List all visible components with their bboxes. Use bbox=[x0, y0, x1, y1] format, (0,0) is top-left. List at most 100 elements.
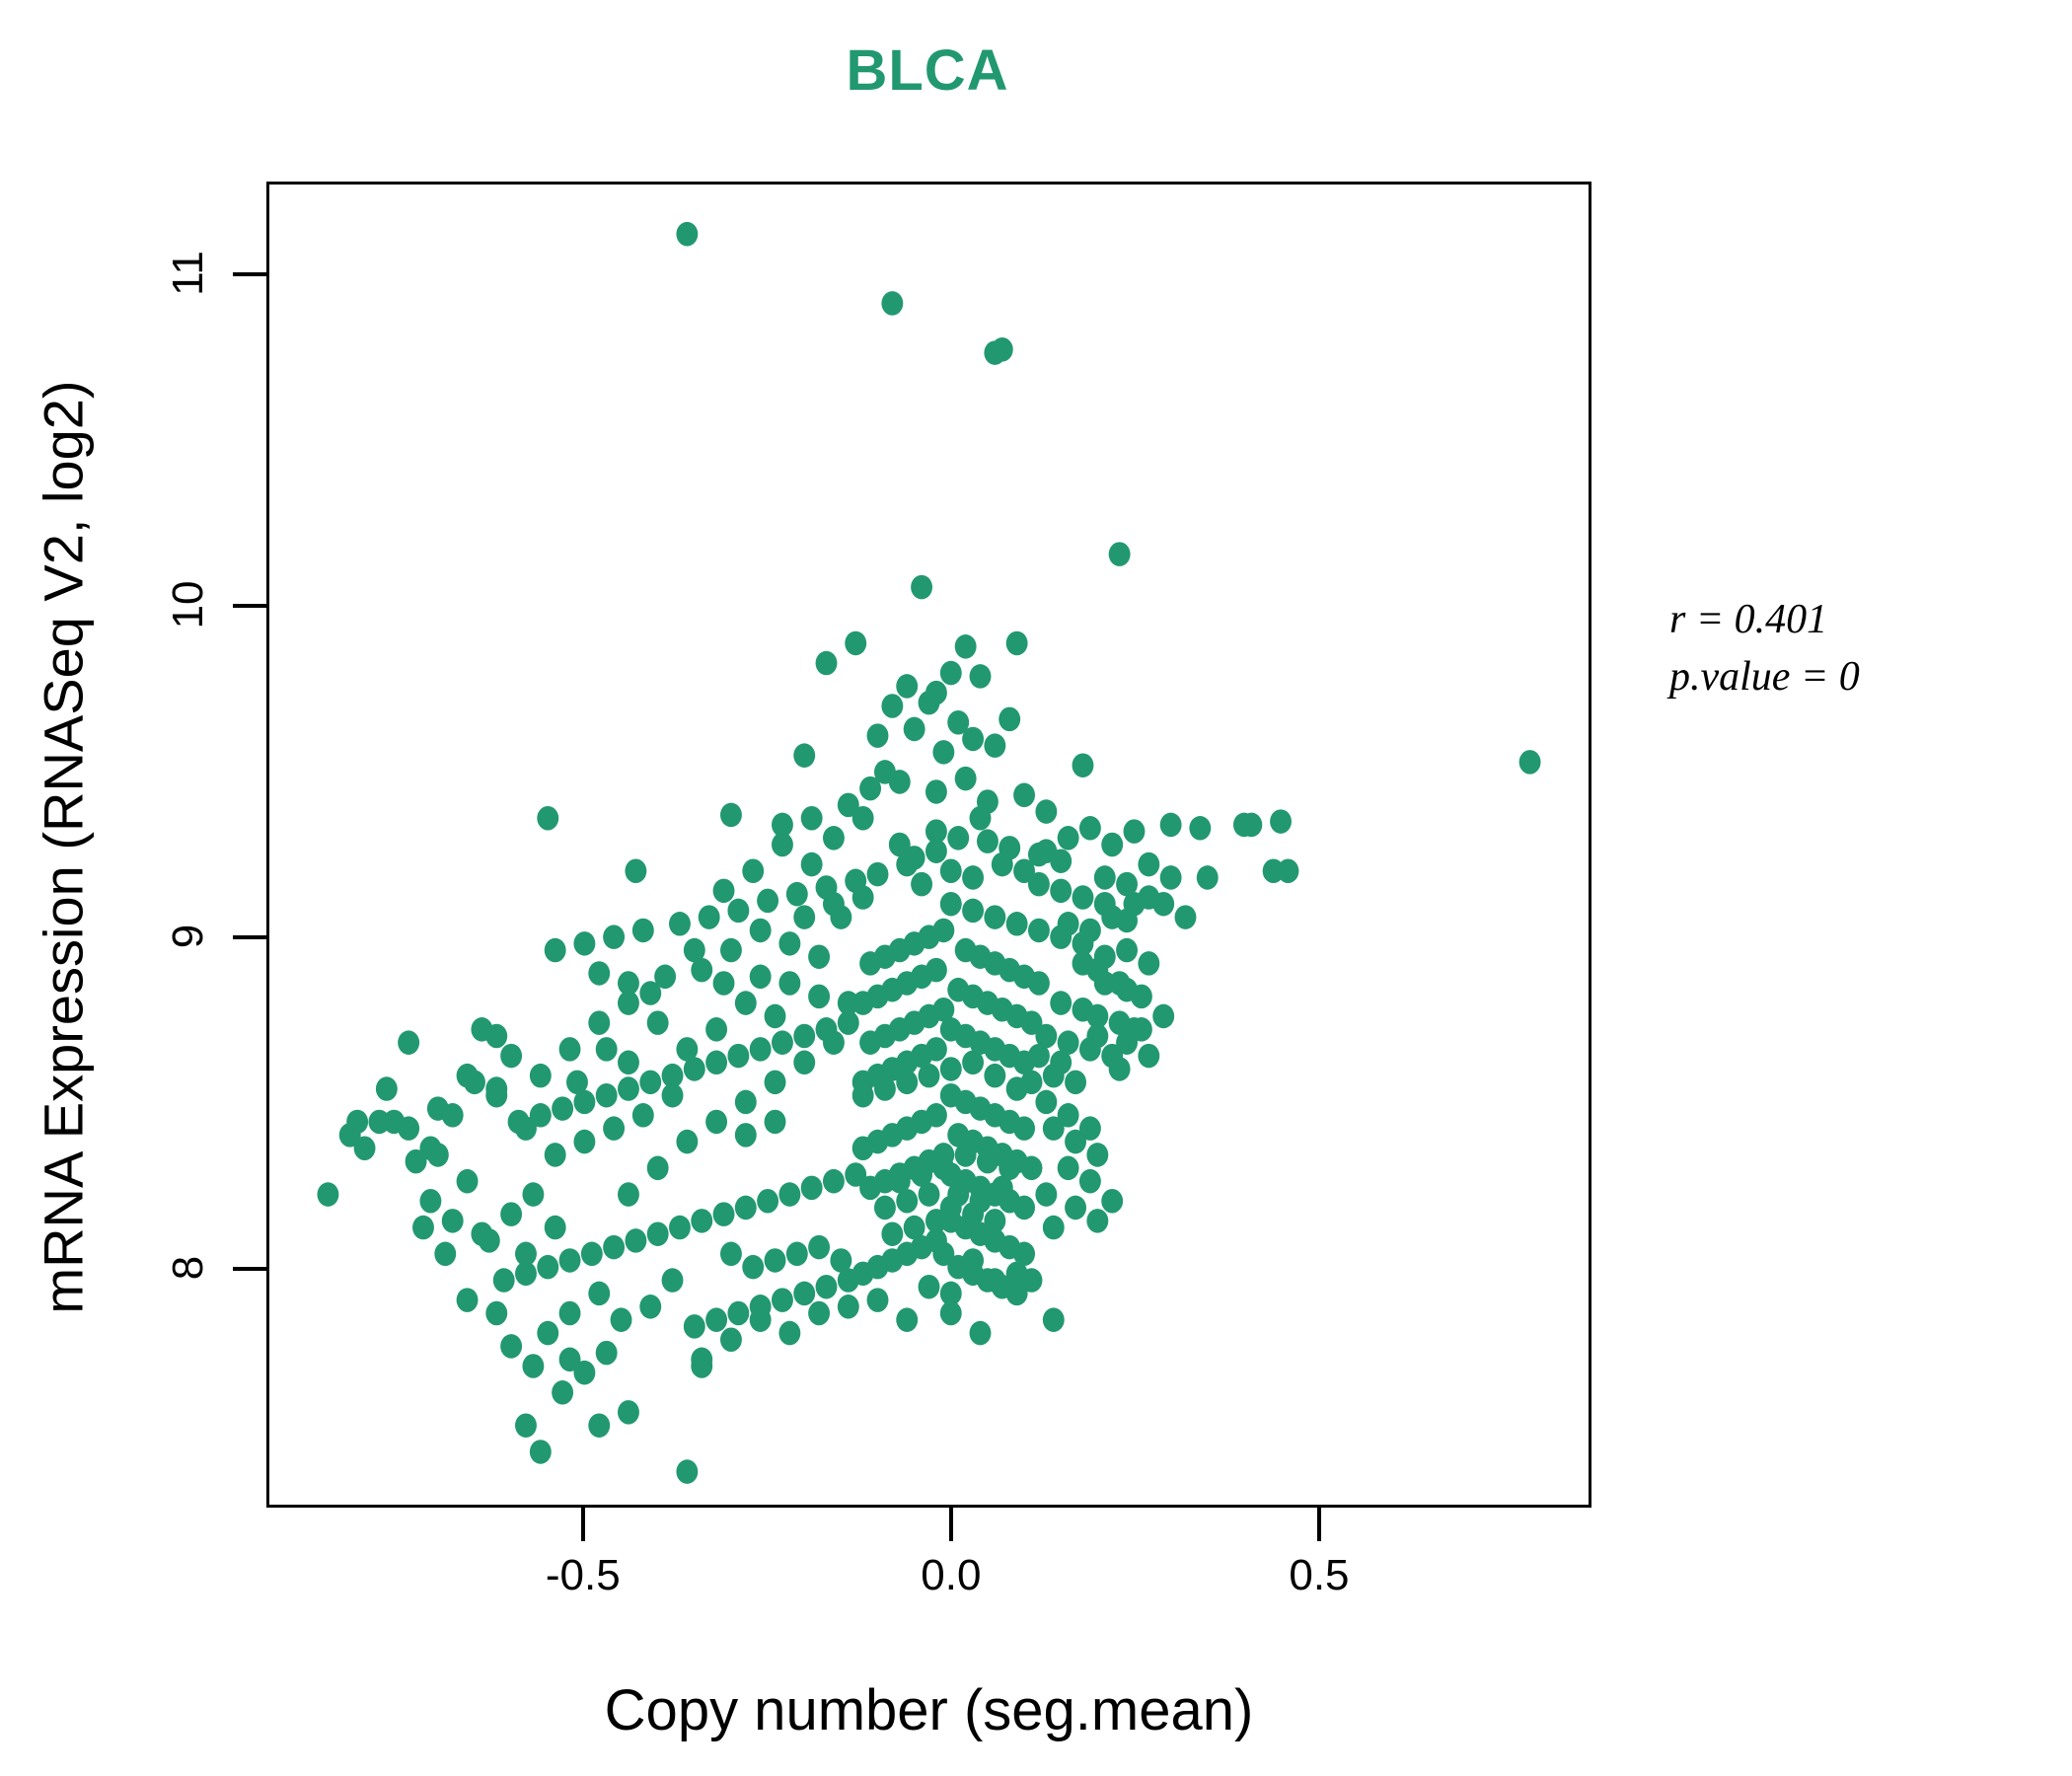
data-point bbox=[1232, 812, 1255, 838]
data-point bbox=[947, 826, 970, 851]
data-point bbox=[793, 1281, 816, 1306]
data-point bbox=[405, 1148, 427, 1174]
data-point bbox=[918, 1274, 940, 1299]
data-point bbox=[962, 1248, 985, 1273]
data-point bbox=[815, 650, 838, 676]
data-point bbox=[1116, 871, 1139, 897]
data-point bbox=[1152, 1003, 1175, 1029]
data-point bbox=[412, 1215, 434, 1240]
y-tick-mark bbox=[233, 935, 266, 940]
data-point bbox=[1138, 851, 1160, 877]
data-point bbox=[1057, 912, 1079, 936]
y-axis-title: mRNA Expression (RNASeq V2, log2) bbox=[32, 380, 95, 1314]
data-point bbox=[903, 846, 925, 870]
data-point bbox=[954, 1143, 977, 1167]
data-point bbox=[742, 1254, 765, 1280]
data-point bbox=[1086, 1023, 1109, 1049]
data-point bbox=[1072, 753, 1094, 777]
data-point bbox=[764, 1003, 786, 1029]
data-point bbox=[837, 1010, 859, 1035]
data-point bbox=[771, 812, 793, 838]
data-point bbox=[492, 1268, 515, 1293]
data-point bbox=[353, 1136, 376, 1161]
data-point bbox=[939, 1281, 962, 1306]
data-point bbox=[991, 336, 1013, 362]
data-point bbox=[1013, 1241, 1036, 1267]
data-point bbox=[1116, 937, 1139, 963]
data-point bbox=[683, 1057, 705, 1081]
data-point bbox=[618, 1050, 639, 1075]
data-point bbox=[1152, 891, 1175, 917]
data-point bbox=[757, 888, 779, 914]
data-point bbox=[558, 1300, 581, 1326]
data-point bbox=[939, 858, 962, 884]
data-point bbox=[911, 574, 933, 600]
data-point bbox=[558, 1347, 581, 1372]
data-point bbox=[595, 1037, 618, 1062]
data-point bbox=[669, 912, 691, 936]
data-point bbox=[991, 851, 1013, 877]
data-point bbox=[398, 1030, 420, 1055]
data-point bbox=[691, 1354, 713, 1378]
data-point bbox=[712, 878, 735, 904]
data-point bbox=[618, 1076, 639, 1101]
data-point bbox=[1130, 984, 1152, 1009]
data-point bbox=[1065, 1070, 1087, 1095]
data-point bbox=[588, 1010, 611, 1035]
data-point bbox=[845, 630, 867, 656]
data-point bbox=[676, 1459, 699, 1484]
data-point bbox=[712, 971, 735, 996]
data-point bbox=[1093, 944, 1116, 969]
data-point bbox=[734, 1123, 757, 1147]
data-point bbox=[881, 694, 904, 718]
data-point bbox=[441, 1103, 464, 1128]
data-point bbox=[1042, 1116, 1065, 1141]
data-point bbox=[757, 1188, 779, 1214]
data-point bbox=[1065, 1129, 1087, 1154]
data-point bbox=[346, 1109, 369, 1135]
data-point bbox=[588, 961, 611, 986]
data-point bbox=[544, 1143, 566, 1167]
data-point bbox=[515, 1413, 537, 1438]
data-point bbox=[522, 1182, 545, 1207]
data-point bbox=[969, 664, 992, 689]
data-point bbox=[859, 776, 882, 801]
data-point bbox=[441, 1209, 464, 1233]
data-point bbox=[778, 1320, 801, 1346]
data-point bbox=[939, 660, 962, 686]
data-point bbox=[691, 1209, 713, 1233]
data-point bbox=[588, 1281, 611, 1306]
data-point bbox=[793, 905, 816, 929]
data-point bbox=[1035, 799, 1058, 824]
data-point bbox=[646, 1221, 669, 1246]
data-point bbox=[566, 1070, 588, 1095]
data-point bbox=[1072, 951, 1094, 976]
data-point bbox=[822, 1168, 845, 1194]
data-point bbox=[1005, 630, 1028, 656]
data-point bbox=[851, 805, 874, 831]
data-point bbox=[947, 709, 970, 735]
data-point bbox=[719, 937, 742, 963]
data-point bbox=[618, 1182, 639, 1207]
data-point bbox=[896, 1070, 919, 1095]
data-point bbox=[625, 1228, 647, 1253]
data-point bbox=[851, 1136, 874, 1161]
data-point bbox=[727, 898, 750, 924]
data-point bbox=[1078, 1116, 1101, 1141]
data-point bbox=[705, 1050, 728, 1075]
data-point bbox=[778, 1182, 801, 1207]
y-tick-mark bbox=[233, 604, 266, 609]
data-point bbox=[859, 951, 882, 976]
x-axis-title: Copy number (seg.mean) bbox=[604, 1678, 1254, 1742]
data-point bbox=[705, 1109, 728, 1135]
data-point bbox=[918, 1182, 940, 1207]
data-point bbox=[778, 971, 801, 996]
data-point bbox=[837, 991, 859, 1015]
data-point bbox=[1108, 971, 1131, 996]
data-point bbox=[1174, 905, 1197, 929]
data-point bbox=[873, 1076, 896, 1101]
data-point bbox=[552, 1096, 574, 1121]
x-tick-mark bbox=[948, 1508, 953, 1541]
data-point bbox=[500, 1334, 523, 1359]
